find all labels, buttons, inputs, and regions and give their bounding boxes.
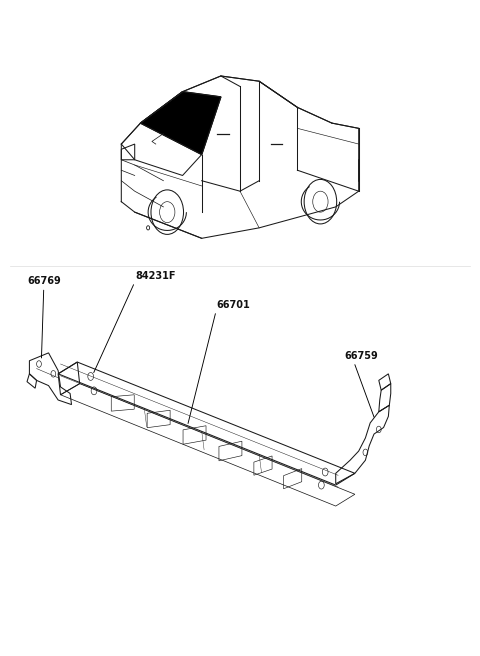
Polygon shape [141, 92, 221, 155]
Text: 66769: 66769 [27, 276, 61, 286]
Text: 66759: 66759 [344, 351, 378, 361]
Text: 84231F: 84231F [136, 271, 176, 281]
Text: 66701: 66701 [216, 300, 250, 310]
